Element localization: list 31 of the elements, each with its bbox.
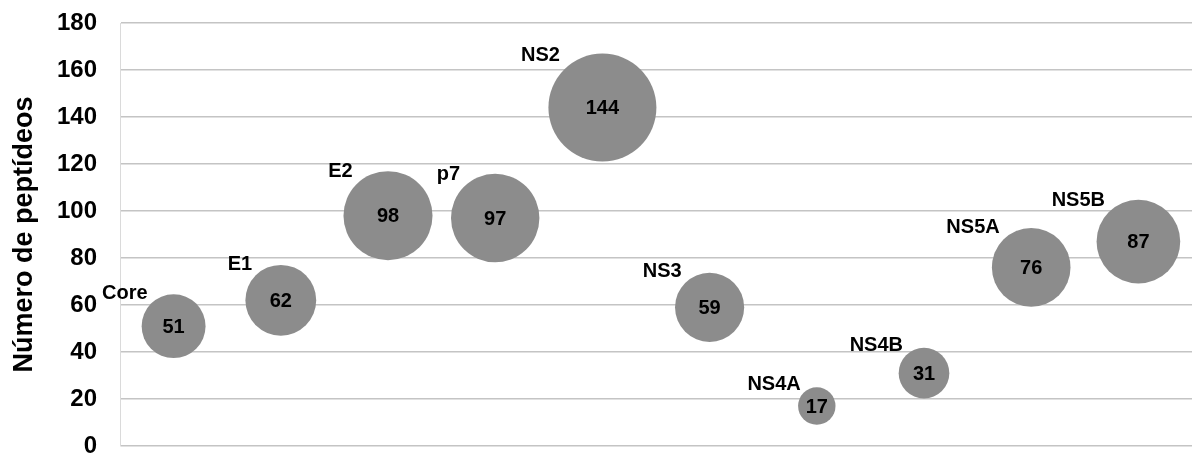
- y-tick-label: 120: [56, 148, 97, 176]
- y-tick-label: 0: [83, 430, 97, 457]
- series-label: NS2: [520, 43, 560, 66]
- series-label: E2: [328, 159, 353, 182]
- y-tick-label: 40: [70, 336, 97, 364]
- series-label: NS4B: [849, 333, 903, 356]
- y-tick-label: 60: [70, 289, 97, 317]
- data-label: 62: [269, 288, 292, 311]
- data-label: 76: [1020, 255, 1043, 278]
- y-tick-label: 100: [56, 195, 97, 223]
- series-label: NS5A: [946, 215, 1000, 238]
- data-label: 144: [585, 96, 620, 119]
- series-label: NS5B: [1051, 187, 1106, 210]
- y-tick-label: 80: [70, 242, 97, 270]
- data-label: 87: [1127, 230, 1150, 253]
- y-tick-label: 160: [56, 54, 97, 82]
- data-label: 59: [698, 295, 721, 318]
- y-tick-label: 20: [70, 383, 97, 411]
- series-label: p7: [436, 161, 461, 184]
- data-label: 98: [376, 204, 400, 227]
- data-label: 17: [805, 394, 828, 417]
- y-axis-title: Número de peptídeos: [7, 96, 38, 373]
- data-label: 31: [912, 361, 936, 384]
- series-label: NS3: [642, 259, 682, 282]
- data-label: 51: [162, 314, 185, 337]
- series-label: NS4A: [747, 371, 801, 394]
- data-label: 97: [484, 206, 507, 229]
- y-tick-label: 180: [56, 7, 97, 35]
- series-label: Core: [102, 280, 148, 303]
- series-label: E1: [227, 251, 253, 274]
- y-tick-label: 140: [56, 101, 97, 129]
